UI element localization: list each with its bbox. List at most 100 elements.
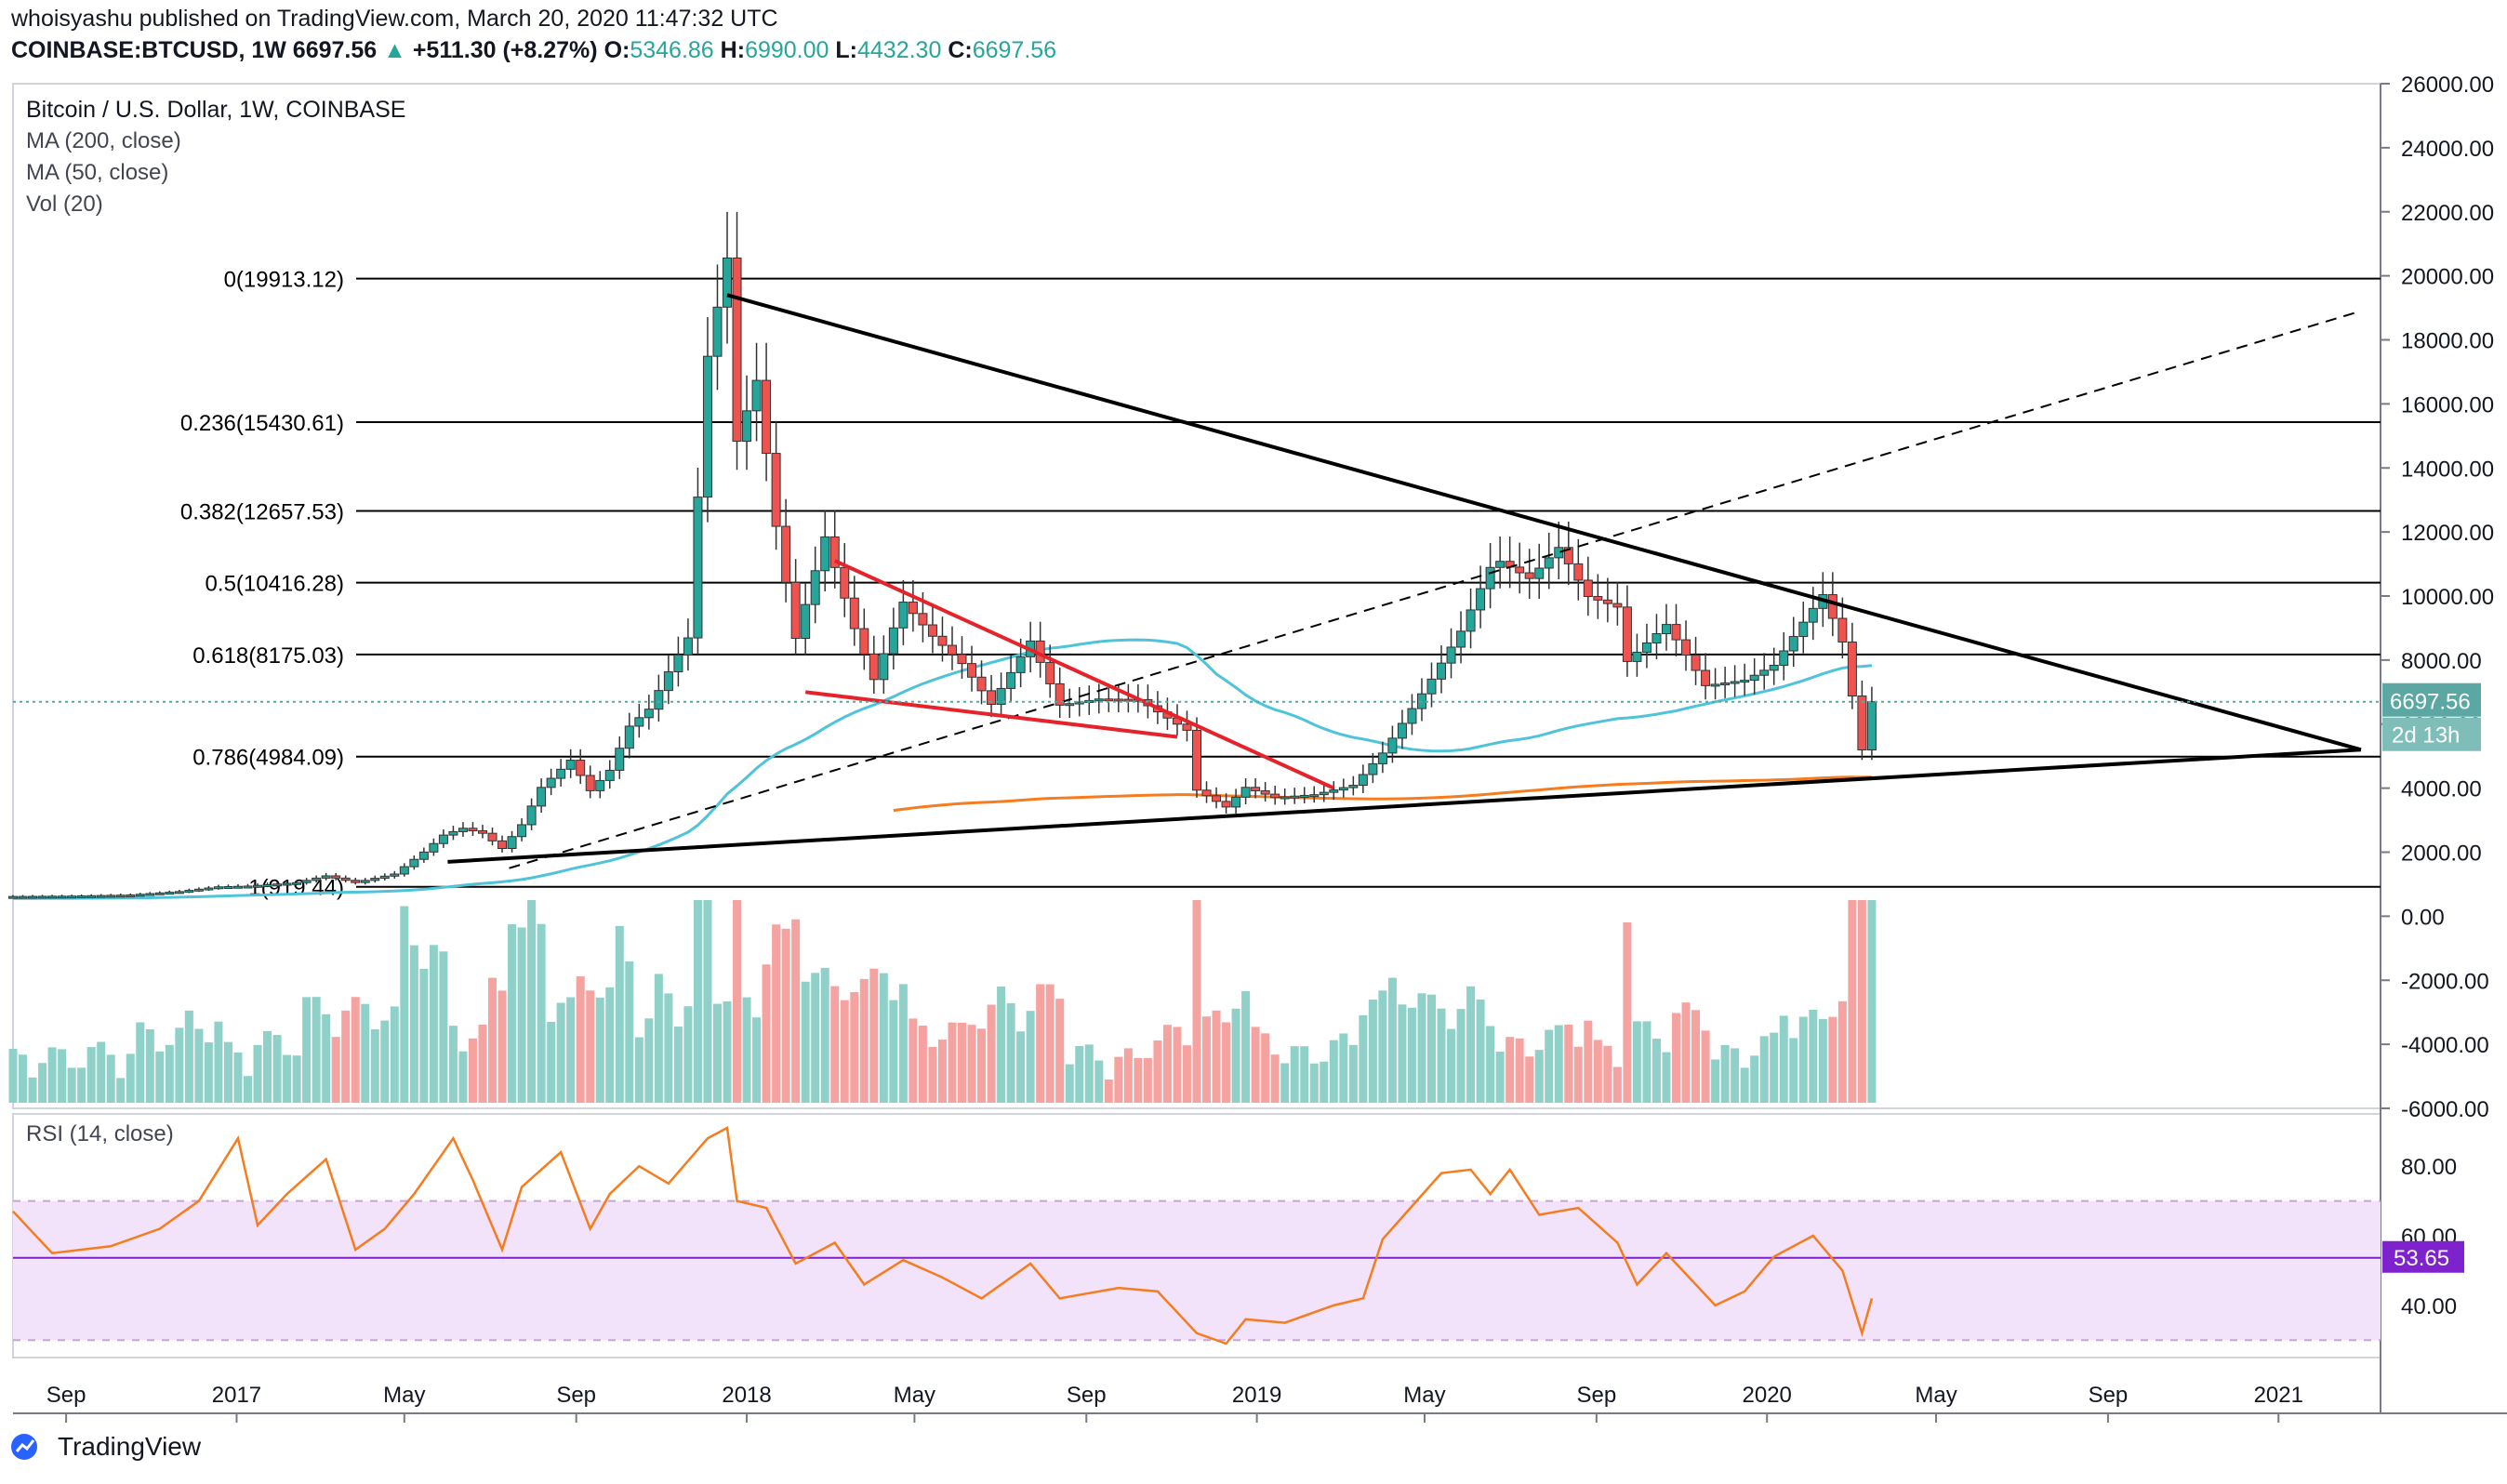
price-candle: [1074, 701, 1084, 705]
volume-bar: [1006, 1002, 1015, 1103]
price-tick-label: 26000.00: [2401, 73, 2494, 98]
trendline: [804, 690, 1178, 739]
price-candle: [1280, 796, 1290, 800]
volume-bar: [1280, 1063, 1290, 1103]
price-candle: [1231, 796, 1241, 808]
volume-bar: [1750, 1055, 1759, 1103]
price-candle: [1407, 708, 1417, 724]
price-candle: [1866, 701, 1877, 751]
high-label: H:: [720, 37, 746, 63]
tradingview-branding[interactable]: TradingView: [9, 1432, 201, 1462]
price-candle: [86, 894, 97, 898]
volume-bar: [8, 1049, 18, 1103]
price-candle: [57, 895, 67, 899]
volume-bar: [292, 1055, 301, 1103]
price-candle: [1260, 789, 1270, 795]
price-candle: [595, 779, 605, 791]
price-candle: [927, 624, 937, 637]
volume-bar: [909, 1018, 918, 1103]
time-tick-label: May: [1915, 1383, 1957, 1408]
price-candle: [517, 824, 527, 838]
time-tick-label: 2020: [1743, 1383, 1792, 1408]
price-candle: [135, 894, 145, 897]
rsi-legend[interactable]: RSI (14, close): [26, 1121, 174, 1146]
price-candle: [556, 768, 566, 779]
volume-bar: [1564, 1025, 1573, 1103]
volume-bar: [204, 1042, 213, 1103]
time-tick-label: Sep: [1067, 1383, 1107, 1408]
current-price-tag: 6697.56: [2390, 690, 2471, 715]
volume-bar: [703, 900, 712, 1103]
price-candle: [1798, 621, 1809, 638]
ma200-legend[interactable]: MA (200, close): [26, 128, 181, 153]
price-candle: [829, 536, 840, 568]
price-candle: [947, 644, 957, 656]
price-candle: [810, 570, 820, 605]
price-candle: [1299, 794, 1309, 798]
volume-bar: [958, 1022, 967, 1103]
price-candle: [908, 602, 918, 615]
price-candle: [1651, 633, 1662, 643]
price-candle: [604, 769, 615, 781]
volume-bar: [1075, 1045, 1084, 1103]
volume-bar: [175, 1027, 184, 1103]
up-arrow-icon: ▲: [383, 37, 406, 63]
price-candle: [781, 525, 791, 583]
volume-bar: [1867, 900, 1877, 1103]
volume-bar: [605, 987, 615, 1103]
price-tick-label: 4000.00: [2401, 777, 2482, 802]
volume-bar: [1584, 1020, 1593, 1103]
time-tick-label: May: [894, 1383, 935, 1408]
volume-bar: [77, 1067, 86, 1103]
volume-bar: [928, 1046, 937, 1103]
countdown-tag-bg: [2382, 717, 2481, 751]
volume-bar: [595, 997, 604, 1103]
price-candle: [1847, 641, 1857, 697]
fib-level-label: 0.382(12657.53): [180, 499, 344, 524]
volume-bar: [869, 968, 879, 1103]
fib-level-label: 0(19913.12): [224, 268, 344, 293]
price-candle: [370, 878, 380, 881]
price-candle: [751, 379, 762, 412]
price-candle: [1368, 762, 1378, 775]
vol-legend[interactable]: Vol (20): [26, 192, 103, 217]
volume-bar: [1857, 900, 1866, 1103]
price-candle: [565, 760, 576, 770]
volume-bar: [136, 1022, 145, 1103]
volume-bar: [488, 977, 497, 1103]
volume-bar: [1672, 1013, 1681, 1103]
price-candle: [438, 834, 448, 844]
price-candle: [732, 257, 742, 443]
volume-bar: [272, 1035, 282, 1103]
volume-bar: [1779, 1015, 1788, 1103]
volume-bar: [1447, 1028, 1456, 1103]
volume-bar: [937, 1040, 947, 1103]
price-tick-label: -4000.00: [2401, 1033, 2489, 1058]
price-candle: [1212, 795, 1222, 802]
price-candle: [1779, 650, 1789, 666]
volume-bar: [1573, 1046, 1583, 1103]
price-candle: [1701, 669, 1711, 686]
ma50-legend[interactable]: MA (50, close): [26, 160, 169, 185]
volume-bar: [448, 1026, 458, 1103]
price-tick-label: 14000.00: [2401, 457, 2494, 482]
volume-bar: [1407, 1007, 1416, 1103]
price-tick-label: 10000.00: [2401, 585, 2494, 610]
volume-bar: [331, 1037, 340, 1103]
volume-bar: [233, 1052, 243, 1103]
volume-bar: [889, 1000, 898, 1103]
price-candle: [1397, 722, 1407, 739]
volume-bar: [126, 1053, 135, 1103]
price-candle: [987, 690, 997, 705]
volume-bar: [1104, 1079, 1113, 1103]
volume-bar: [879, 973, 888, 1103]
time-tick-label: Sep: [2089, 1383, 2129, 1408]
price-candle: [1476, 588, 1486, 611]
price-candle: [1309, 794, 1320, 798]
price-candle: [615, 748, 625, 771]
volume-bar: [1466, 986, 1476, 1103]
volume-bar: [1094, 1060, 1104, 1103]
price-candle: [204, 887, 214, 891]
volume-bar: [1065, 1064, 1074, 1103]
